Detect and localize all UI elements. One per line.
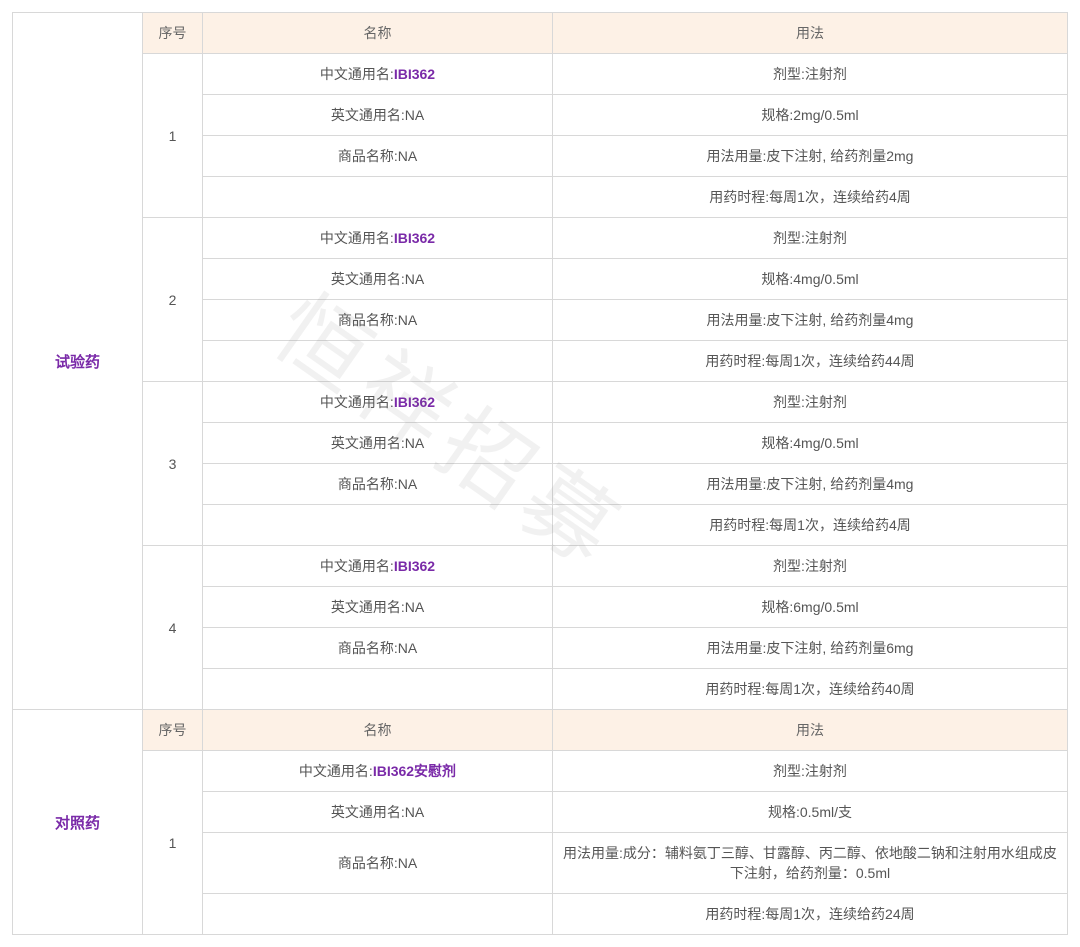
table-row: 3中文通用名:IBI362剂型:注射剂	[13, 382, 1068, 423]
usage-cell: 规格:4mg/0.5ml	[553, 259, 1068, 300]
column-header-name: 名称	[203, 710, 553, 751]
usage-cell: 用药时程:每周1次，连续给药44周	[553, 341, 1068, 382]
name-value: IBI362	[394, 394, 435, 410]
name-cell: 英文通用名:NA	[203, 423, 553, 464]
usage-cell: 剂型:注射剂	[553, 751, 1068, 792]
seq-cell: 1	[143, 54, 203, 218]
name-cell: 商品名称:NA	[203, 833, 553, 894]
column-header-name: 名称	[203, 13, 553, 54]
usage-cell: 规格:6mg/0.5ml	[553, 587, 1068, 628]
usage-cell: 用法用量:皮下注射, 给药剂量4mg	[553, 300, 1068, 341]
usage-cell: 用法用量:皮下注射, 给药剂量4mg	[553, 464, 1068, 505]
usage-cell: 用法用量:皮下注射, 给药剂量6mg	[553, 628, 1068, 669]
usage-cell: 剂型:注射剂	[553, 382, 1068, 423]
seq-cell: 3	[143, 382, 203, 546]
name-cell	[203, 669, 553, 710]
name-value: IBI362	[394, 558, 435, 574]
usage-cell: 剂型:注射剂	[553, 54, 1068, 95]
name-label: 中文通用名:	[320, 230, 394, 246]
usage-cell: 规格:2mg/0.5ml	[553, 95, 1068, 136]
name-cell: 中文通用名:IBI362	[203, 218, 553, 259]
usage-cell: 用药时程:每周1次，连续给药4周	[553, 505, 1068, 546]
seq-cell: 1	[143, 751, 203, 935]
usage-cell: 用药时程:每周1次，连续给药4周	[553, 177, 1068, 218]
name-cell: 商品名称:NA	[203, 628, 553, 669]
table-row: 1中文通用名:IBI362剂型:注射剂	[13, 54, 1068, 95]
name-cell	[203, 505, 553, 546]
usage-cell: 用药时程:每周1次，连续给药24周	[553, 894, 1068, 935]
usage-cell: 用药时程:每周1次，连续给药40周	[553, 669, 1068, 710]
name-cell: 商品名称:NA	[203, 136, 553, 177]
table-row: 2中文通用名:IBI362剂型:注射剂	[13, 218, 1068, 259]
name-label: 中文通用名:	[320, 394, 394, 410]
usage-cell: 规格:4mg/0.5ml	[553, 423, 1068, 464]
section-header-row: 试验药序号名称用法	[13, 13, 1068, 54]
name-cell: 商品名称:NA	[203, 464, 553, 505]
usage-cell: 规格:0.5ml/支	[553, 792, 1068, 833]
name-cell: 英文通用名:NA	[203, 259, 553, 300]
usage-cell: 用法用量:皮下注射, 给药剂量2mg	[553, 136, 1068, 177]
usage-cell: 用法用量:成分：辅料氨丁三醇、甘露醇、丙二醇、依地酸二钠和注射用水组成皮下注射，…	[553, 833, 1068, 894]
name-value: IBI362安慰剂	[373, 763, 456, 779]
name-cell	[203, 177, 553, 218]
name-cell	[203, 341, 553, 382]
name-cell: 中文通用名:IBI362安慰剂	[203, 751, 553, 792]
drug-table: 试验药序号名称用法1中文通用名:IBI362剂型:注射剂英文通用名:NA规格:2…	[12, 12, 1068, 935]
name-cell: 英文通用名:NA	[203, 792, 553, 833]
name-label: 中文通用名:	[299, 763, 373, 779]
name-label: 中文通用名:	[320, 66, 394, 82]
name-label: 中文通用名:	[320, 558, 394, 574]
table-row: 4中文通用名:IBI362剂型:注射剂	[13, 546, 1068, 587]
column-header-seq: 序号	[143, 13, 203, 54]
name-cell: 中文通用名:IBI362	[203, 546, 553, 587]
section-header-row: 对照药序号名称用法	[13, 710, 1068, 751]
name-cell: 英文通用名:NA	[203, 587, 553, 628]
name-cell: 商品名称:NA	[203, 300, 553, 341]
column-header-usage: 用法	[553, 710, 1068, 751]
seq-cell: 4	[143, 546, 203, 710]
usage-cell: 剂型:注射剂	[553, 218, 1068, 259]
seq-cell: 2	[143, 218, 203, 382]
name-value: IBI362	[394, 230, 435, 246]
name-cell: 中文通用名:IBI362	[203, 54, 553, 95]
name-value: IBI362	[394, 66, 435, 82]
name-cell	[203, 894, 553, 935]
column-header-seq: 序号	[143, 710, 203, 751]
section-label: 对照药	[13, 710, 143, 935]
section-label: 试验药	[13, 13, 143, 710]
table-row: 1中文通用名:IBI362安慰剂剂型:注射剂	[13, 751, 1068, 792]
name-cell: 英文通用名:NA	[203, 95, 553, 136]
usage-cell: 剂型:注射剂	[553, 546, 1068, 587]
column-header-usage: 用法	[553, 13, 1068, 54]
name-cell: 中文通用名:IBI362	[203, 382, 553, 423]
